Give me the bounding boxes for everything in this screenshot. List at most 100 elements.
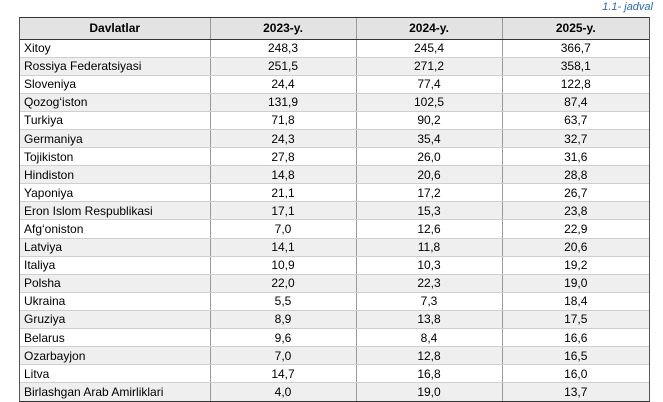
table-body: Xitoy 248,3 245,4 366,7 Rossiya Federatsiyas… — [20, 39, 649, 401]
table-row: Yaponiya 21,1 17,2 26,7 — [20, 183, 649, 203]
country-cell: Birlashgan Arab Amirliklari — [20, 382, 211, 401]
value-2025-cell: 18,4 — [502, 292, 649, 311]
value-2023-cell: 14,8 — [210, 165, 357, 185]
table-row: Gruziya 8,9 13,8 17,5 — [20, 310, 649, 330]
value-2023-cell: 9,6 — [210, 328, 357, 348]
value-2024-cell: 20,6 — [356, 165, 503, 185]
header-year-2024: 2024-y. — [356, 18, 503, 40]
table-row: Birlashgan Arab Amirliklari 4,0 19,0 13,7 — [20, 382, 649, 401]
country-cell: Tojikiston — [20, 147, 211, 167]
value-2024-cell: 7,3 — [356, 292, 503, 311]
value-2023-cell: 22,0 — [210, 274, 357, 293]
value-2023-cell: 251,5 — [210, 57, 357, 76]
table-caption: 1.1- jadval — [602, 1, 653, 13]
data-table: Davlatlar 2023-y. 2024-y. 2025-y. Xitoy 2… — [20, 18, 649, 401]
value-2025-cell: 16,0 — [502, 364, 649, 384]
value-2025-cell: 17,5 — [502, 310, 649, 330]
country-cell: Belarus — [20, 328, 211, 348]
value-2025-cell: 28,8 — [502, 165, 649, 185]
table-row: Belarus 9,6 8,4 16,6 — [20, 328, 649, 348]
country-cell: Italiya — [20, 256, 211, 275]
country-cell: Ukraina — [20, 292, 211, 311]
country-cell: Qozog‘iston — [20, 93, 211, 112]
country-cell: Eron Islom Respublikasi — [20, 201, 211, 221]
value-2025-cell: 16,6 — [502, 328, 649, 348]
value-2023-cell: 24,3 — [210, 129, 357, 149]
value-2023-cell: 8,9 — [210, 310, 357, 330]
table-row: Tojikiston 27,8 26,0 31,6 — [20, 147, 649, 167]
value-2024-cell: 10,3 — [356, 256, 503, 275]
value-2025-cell: 16,5 — [502, 346, 649, 366]
country-cell: Hindiston — [20, 165, 211, 185]
data-table-container: Davlatlar 2023-y. 2024-y. 2025-y. Xitoy 2… — [19, 17, 650, 402]
value-2025-cell: 122,8 — [502, 75, 649, 94]
value-2023-cell: 14,1 — [210, 238, 357, 257]
country-cell: Polsha — [20, 274, 211, 293]
country-cell: Sloveniya — [20, 75, 211, 94]
value-2024-cell: 17,2 — [356, 183, 503, 203]
table-row: Afg‘oniston 7,0 12,6 22,9 — [20, 219, 649, 239]
value-2024-cell: 12,8 — [356, 346, 503, 366]
country-cell: Xitoy — [20, 39, 211, 58]
value-2025-cell: 26,7 — [502, 183, 649, 203]
value-2023-cell: 21,1 — [210, 183, 357, 203]
table-row: Latviya 14,1 11,8 20,6 — [20, 238, 649, 257]
value-2024-cell: 35,4 — [356, 129, 503, 149]
value-2023-cell: 248,3 — [210, 39, 357, 58]
table-row: Eron Islom Respublikasi 17,1 15,3 23,8 — [20, 201, 649, 221]
value-2023-cell: 71,8 — [210, 111, 357, 130]
value-2025-cell: 23,8 — [502, 201, 649, 221]
value-2024-cell: 15,3 — [356, 201, 503, 221]
table-row: Rossiya Federatsiyasi 251,5 271,2 358,1 — [20, 57, 649, 76]
table-row: Hindiston 14,8 20,6 28,8 — [20, 165, 649, 185]
value-2023-cell: 17,1 — [210, 201, 357, 221]
country-cell: Ozarbayjon — [20, 346, 211, 366]
value-2024-cell: 26,0 — [356, 147, 503, 167]
value-2025-cell: 32,7 — [502, 129, 649, 149]
value-2025-cell: 22,9 — [502, 219, 649, 239]
value-2023-cell: 7,0 — [210, 346, 357, 366]
value-2025-cell: 31,6 — [502, 147, 649, 167]
table-row: Germaniya 24,3 35,4 32,7 — [20, 129, 649, 149]
value-2024-cell: 16,8 — [356, 364, 503, 384]
value-2024-cell: 12,6 — [356, 219, 503, 239]
value-2024-cell: 245,4 — [356, 39, 503, 58]
country-cell: Latviya — [20, 238, 211, 257]
value-2023-cell: 24,4 — [210, 75, 357, 94]
value-2023-cell: 10,9 — [210, 256, 357, 275]
header-countries: Davlatlar — [20, 18, 211, 40]
country-cell: Rossiya Federatsiyasi — [20, 57, 211, 76]
value-2024-cell: 13,8 — [356, 310, 503, 330]
country-cell: Litva — [20, 364, 211, 384]
value-2024-cell: 8,4 — [356, 328, 503, 348]
value-2023-cell: 14,7 — [210, 364, 357, 384]
value-2025-cell: 13,7 — [564, 385, 588, 400]
table-row: Xitoy 248,3 245,4 366,7 — [20, 39, 649, 58]
value-2023-cell: 131,9 — [210, 93, 357, 112]
table-row: Polsha 22,0 22,3 19,0 — [20, 274, 649, 293]
value-2025-cell: 63,7 — [502, 111, 649, 130]
value-2023-cell: 5,5 — [210, 292, 357, 311]
value-2024-cell: 90,2 — [356, 111, 503, 130]
value-2025-cell: 358,1 — [502, 57, 649, 76]
country-cell: Yaponiya — [20, 183, 211, 203]
country-cell: Afg‘oniston — [20, 219, 211, 239]
header-year-2023: 2023-y. — [210, 18, 357, 40]
value-2023-cell: 7,0 — [210, 219, 357, 239]
value-2024-cell: 22,3 — [356, 274, 503, 293]
country-cell: Germaniya — [20, 129, 211, 149]
value-2025-cell: 87,4 — [502, 93, 649, 112]
table-row: Litva 14,7 16,8 16,0 — [20, 364, 649, 384]
value-2025-cell: 366,7 — [502, 39, 649, 58]
value-2025-cell: 20,6 — [502, 238, 649, 257]
country-cell: Gruziya — [20, 310, 211, 330]
value-2024-cell: 19,0 — [356, 382, 503, 401]
value-2024-cell: 271,2 — [356, 57, 503, 76]
table-row: Ukraina 5,5 7,3 18,4 — [20, 292, 649, 311]
table-row: Turkiya 71,8 90,2 63,7 — [20, 111, 649, 130]
table-row: Sloveniya 24,4 77,4 122,8 — [20, 75, 649, 94]
table-row: Ozarbayjon 7,0 12,8 16,5 — [20, 346, 649, 366]
value-2025-cell: 19,2 — [502, 256, 649, 275]
value-2023-cell: 4,0 — [210, 382, 357, 401]
value-2024-cell: 102,5 — [356, 93, 503, 112]
